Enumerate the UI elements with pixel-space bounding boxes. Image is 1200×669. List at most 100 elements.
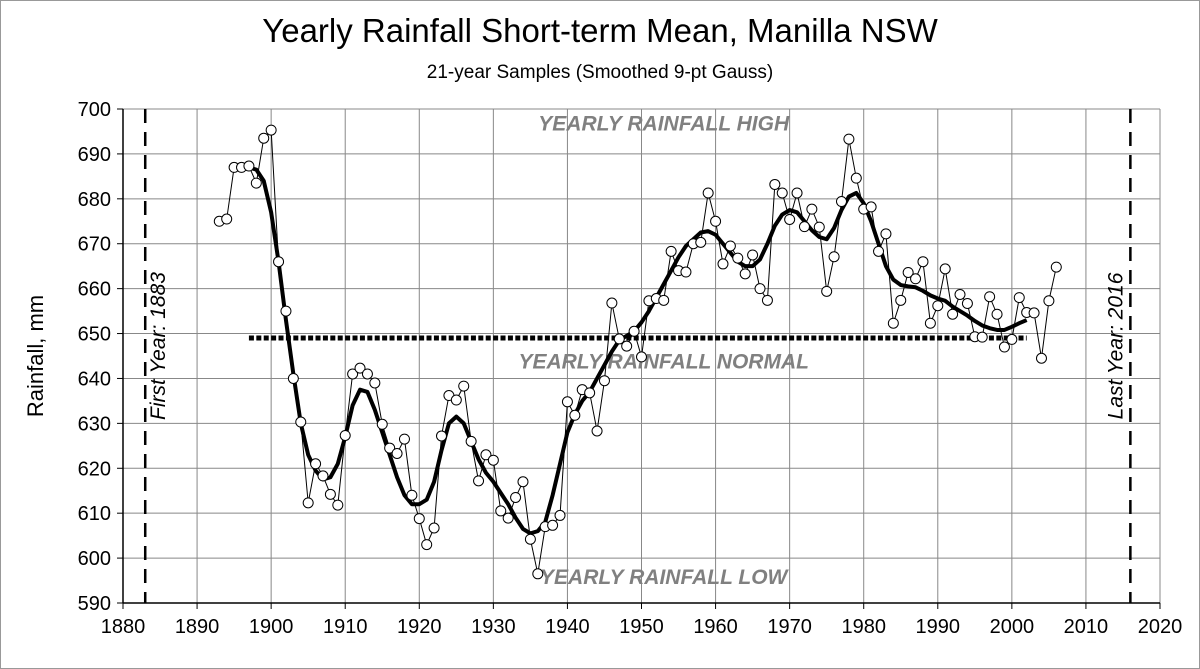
raw-data-point xyxy=(710,215,722,227)
y-tick-label: 610 xyxy=(78,503,111,525)
raw-data-point xyxy=(835,196,847,208)
raw-data-point xyxy=(821,285,833,297)
annotation-low: YEARLY RAINFALL LOW xyxy=(540,566,790,589)
x-tick-label: 1920 xyxy=(397,616,442,638)
x-tick-label: 2020 xyxy=(1138,616,1183,638)
raw-data-point xyxy=(1013,292,1025,304)
raw-data-point xyxy=(976,331,988,343)
raw-data-point xyxy=(613,333,625,345)
raw-data-point xyxy=(954,288,966,300)
y-tick-label: 630 xyxy=(78,413,111,435)
raw-data-point xyxy=(391,447,403,459)
raw-data-point xyxy=(280,305,292,317)
x-tick-label: 1880 xyxy=(101,616,146,638)
raw-data-point xyxy=(984,291,996,303)
raw-data-point xyxy=(702,187,714,199)
first-year-label: First Year: 1883 xyxy=(147,272,170,420)
raw-data-point xyxy=(665,245,677,257)
raw-data-point xyxy=(510,491,522,503)
raw-data-point xyxy=(910,273,922,285)
raw-data-point xyxy=(932,300,944,312)
y-tick-label: 660 xyxy=(78,279,111,301)
raw-data-point xyxy=(436,430,448,442)
y-tick-label: 690 xyxy=(78,144,111,166)
raw-data-point xyxy=(939,263,951,275)
raw-data-point xyxy=(347,368,359,380)
raw-data-point xyxy=(317,470,329,482)
raw-data-point xyxy=(1006,333,1018,345)
y-tick-label: 590 xyxy=(78,593,111,615)
chart-title: Yearly Rainfall Short-term Mean, Manilla… xyxy=(262,12,938,49)
raw-data-point xyxy=(769,178,781,190)
raw-data-point xyxy=(465,435,477,447)
raw-data-point xyxy=(354,362,366,374)
raw-data-point xyxy=(532,568,544,580)
raw-data-point xyxy=(924,317,936,329)
raw-data-point xyxy=(754,283,766,295)
raw-data-point xyxy=(339,429,351,441)
y-tick-label: 640 xyxy=(78,368,111,390)
raw-data-point xyxy=(680,266,692,278)
raw-data-point xyxy=(828,251,840,263)
x-tick-label: 1900 xyxy=(249,616,294,638)
raw-data-point xyxy=(584,387,596,399)
y-axis-label: Rainfall, mm xyxy=(23,295,48,417)
raw-data-point xyxy=(732,252,744,264)
y-tick-label: 680 xyxy=(78,189,111,211)
raw-data-point xyxy=(302,497,314,509)
x-tick-label: 1970 xyxy=(767,616,812,638)
x-tick-label: 2010 xyxy=(1064,616,1109,638)
y-tick-label: 650 xyxy=(78,324,111,346)
annotation-normal: YEARLY RAINFALL NORMAL xyxy=(518,350,809,373)
x-tick-label: 1980 xyxy=(841,616,886,638)
raw-data-point xyxy=(591,425,603,437)
raw-data-point xyxy=(569,409,581,421)
raw-data-point xyxy=(806,203,818,215)
raw-data-point xyxy=(450,394,462,406)
raw-data-point xyxy=(517,476,529,488)
y-tick-label: 600 xyxy=(78,548,111,570)
x-tick-label: 1960 xyxy=(693,616,738,638)
raw-data-point xyxy=(717,258,729,270)
raw-data-point xyxy=(480,449,492,461)
chart-subtitle: 21-year Samples (Smoothed 9-pt Gauss) xyxy=(426,62,774,83)
raw-data-point xyxy=(524,533,536,545)
raw-data-point xyxy=(1050,261,1062,273)
raw-data-point xyxy=(776,187,788,199)
raw-data-point xyxy=(606,297,618,309)
raw-data-point xyxy=(798,221,810,233)
raw-data-point xyxy=(887,317,899,329)
raw-data-point xyxy=(961,297,973,309)
raw-data-point xyxy=(428,522,440,534)
raw-data-point xyxy=(384,442,396,454)
raw-data-point xyxy=(421,539,433,551)
raw-data-point xyxy=(502,512,514,524)
raw-data-point xyxy=(998,341,1010,353)
raw-data-point xyxy=(1035,352,1047,364)
raw-data-point xyxy=(917,256,929,268)
raw-data-point xyxy=(791,187,803,199)
raw-data-point xyxy=(598,375,610,387)
raw-data-point xyxy=(813,221,825,233)
raw-data-point xyxy=(398,433,410,445)
x-tick-label: 1890 xyxy=(175,616,220,638)
raw-data-point xyxy=(554,509,566,521)
raw-data-point xyxy=(243,160,255,172)
raw-data-point xyxy=(361,368,373,380)
raw-data-point xyxy=(406,489,418,501)
raw-data-point xyxy=(310,458,322,470)
raw-data-point xyxy=(369,377,381,389)
y-tick-label: 700 xyxy=(78,99,111,121)
y-tick-label: 620 xyxy=(78,458,111,480)
raw-data-point xyxy=(695,236,707,248)
raw-data-point xyxy=(1043,295,1055,307)
raw-data-point xyxy=(561,396,573,408)
annotation-high: YEARLY RAINFALL HIGH xyxy=(538,112,790,135)
raw-data-point xyxy=(880,228,892,240)
raw-data-point xyxy=(902,266,914,278)
raw-data-point xyxy=(895,294,907,306)
raw-data-point xyxy=(376,418,388,430)
x-tick-label: 1950 xyxy=(619,616,664,638)
raw-data-point xyxy=(621,340,633,352)
